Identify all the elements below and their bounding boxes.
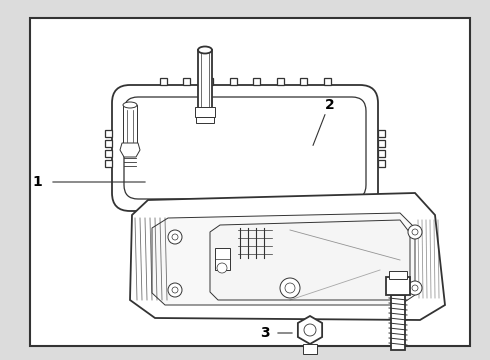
FancyBboxPatch shape [124,97,366,199]
Polygon shape [120,143,140,157]
Bar [30,18,470,346]
Bar [391,295,405,350]
Bar [300,78,307,85]
Bar [105,159,112,166]
Bar [183,78,190,85]
Circle shape [217,263,227,273]
Circle shape [285,283,295,293]
Bar [196,117,214,123]
Bar [160,78,167,85]
Bar [160,211,167,218]
Bar [215,248,230,270]
Bar [378,159,385,166]
FancyBboxPatch shape [130,103,360,193]
Bar [123,105,137,143]
Bar [277,78,284,85]
Bar [105,149,112,157]
Circle shape [412,285,418,291]
Circle shape [280,278,300,298]
Bar [378,149,385,157]
Circle shape [172,234,178,240]
Circle shape [168,230,182,244]
Bar [206,211,213,218]
Ellipse shape [198,46,212,54]
Circle shape [168,283,182,297]
Bar [195,107,215,117]
Bar [230,211,237,218]
Bar [378,140,385,147]
Polygon shape [298,316,322,344]
Bar [277,211,284,218]
Polygon shape [210,220,410,300]
Text: 2: 2 [325,98,335,112]
Bar [386,277,410,295]
Circle shape [408,225,422,239]
Bar [198,50,212,115]
Bar [389,271,407,279]
Bar [378,130,385,136]
Bar [323,78,330,85]
Circle shape [408,281,422,295]
Circle shape [412,229,418,235]
Bar [323,211,330,218]
Polygon shape [130,193,445,320]
Polygon shape [152,213,415,305]
Bar [300,211,307,218]
Text: 1: 1 [32,175,42,189]
Bar [105,140,112,147]
Bar [105,130,112,136]
Bar [253,211,260,218]
Bar [230,78,237,85]
FancyBboxPatch shape [112,85,378,211]
Bar [303,344,317,354]
Bar [206,78,213,85]
Bar [183,211,190,218]
Circle shape [304,324,316,336]
Circle shape [172,287,178,293]
Bar [253,78,260,85]
Text: 3: 3 [260,326,270,340]
Ellipse shape [123,102,137,108]
